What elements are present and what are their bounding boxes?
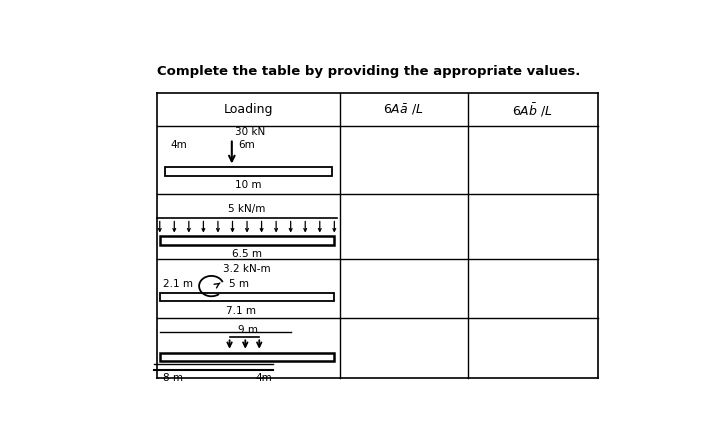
Text: 4m: 4m xyxy=(256,373,272,383)
Text: 30 kN: 30 kN xyxy=(235,127,265,137)
Bar xyxy=(166,167,331,176)
Text: $6A\bar{a}\ /L$: $6A\bar{a}\ /L$ xyxy=(384,103,424,117)
Bar xyxy=(160,236,334,245)
Text: 6.5 m: 6.5 m xyxy=(232,249,262,259)
Text: 10 m: 10 m xyxy=(235,180,261,190)
Text: $6A\bar{b}\ /L$: $6A\bar{b}\ /L$ xyxy=(513,101,553,118)
Text: Complete the table by providing the appropriate values.: Complete the table by providing the appr… xyxy=(157,65,581,77)
Text: 2.1 m: 2.1 m xyxy=(163,279,192,290)
Text: 6m: 6m xyxy=(238,139,256,150)
Text: 5 m: 5 m xyxy=(229,279,249,290)
Text: 7.1 m: 7.1 m xyxy=(227,306,256,316)
Bar xyxy=(160,352,334,361)
Text: 4m: 4m xyxy=(171,139,188,150)
Text: 9 m: 9 m xyxy=(238,325,258,335)
Text: 3.2 kN-m: 3.2 kN-m xyxy=(223,264,271,274)
Text: 8 m: 8 m xyxy=(163,373,183,383)
Text: 5 kN/m: 5 kN/m xyxy=(228,205,266,214)
Bar xyxy=(160,293,334,301)
Text: Loading: Loading xyxy=(224,103,273,116)
